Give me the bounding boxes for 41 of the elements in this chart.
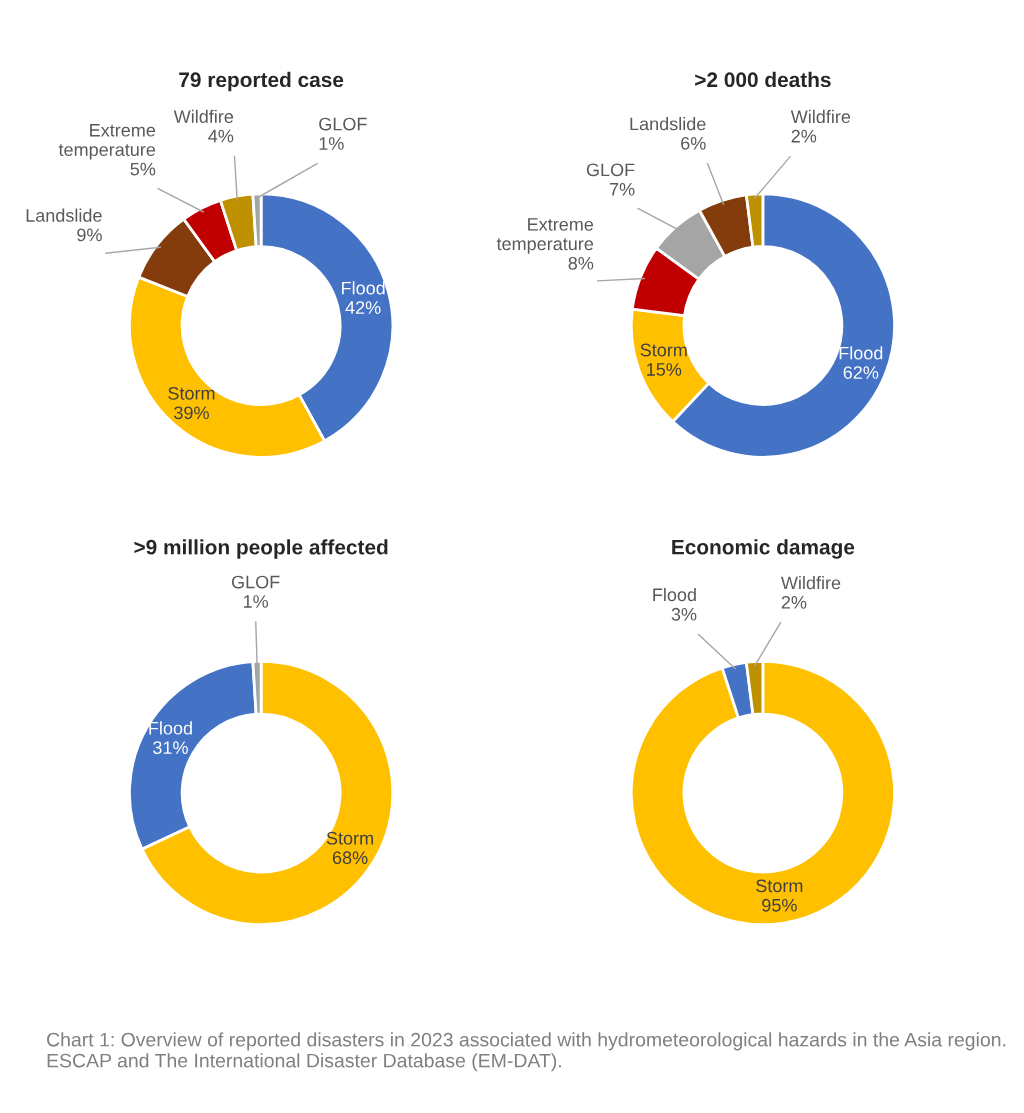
data-label: 95% [762,898,797,912]
slice-label: Flood [342,281,385,295]
slice-label: Flood [149,721,192,735]
data-label: 6% [681,136,706,150]
data-label: 1% [319,137,344,150]
data-label: 2% [791,129,817,143]
slice-label: Landslide [26,208,102,222]
slice-label: Storm [326,831,373,845]
slice-label: Storm [640,343,687,357]
slice-label: Wildfire [780,576,841,590]
chart-title: 79 reported case [179,71,344,92]
slice-label: Flood [839,346,883,360]
slice-label: GLOF [319,117,367,131]
data-label: 68% [332,851,368,865]
slice-label: Wildfire [790,109,851,124]
caption: Chart 1: Overview of reported disasters in 2023 associated with hydrometeorological hazards in the Asia region. ESCAP and The International Disaster Database (EM-DAT). [47,1032,1006,1072]
data-label: 4% [208,129,234,143]
slice-label: Extreme temperature [58,124,156,160]
slice-label: Wildfire [173,109,234,124]
chart-title: >9 million people affected [134,539,388,559]
data-label: 2% [781,595,807,609]
data-label: 8% [568,256,594,270]
data-label: 3% [671,607,697,621]
data-label: 15% [647,363,682,376]
data-label: 9% [77,228,102,242]
data-label: 42% [345,301,381,314]
data-label: 31% [153,741,188,754]
data-label: 7% [609,182,635,196]
slice-label: Storm [168,386,215,400]
data-label: 5% [130,162,156,176]
data-label: 39% [174,406,209,420]
slice-label: Storm [756,879,803,893]
chart-title: >2 000 deaths [695,71,831,88]
slice-label: GLOF [231,575,280,589]
slice-label: GLOF [586,163,635,177]
slice-label: Landslide [630,117,706,131]
chart-title: Economic damage [672,539,855,559]
slice-label: Extreme temperature [496,218,594,254]
slice-label: Flood [653,587,696,602]
data-label: 1% [243,595,269,608]
data-label: 62% [843,366,879,379]
